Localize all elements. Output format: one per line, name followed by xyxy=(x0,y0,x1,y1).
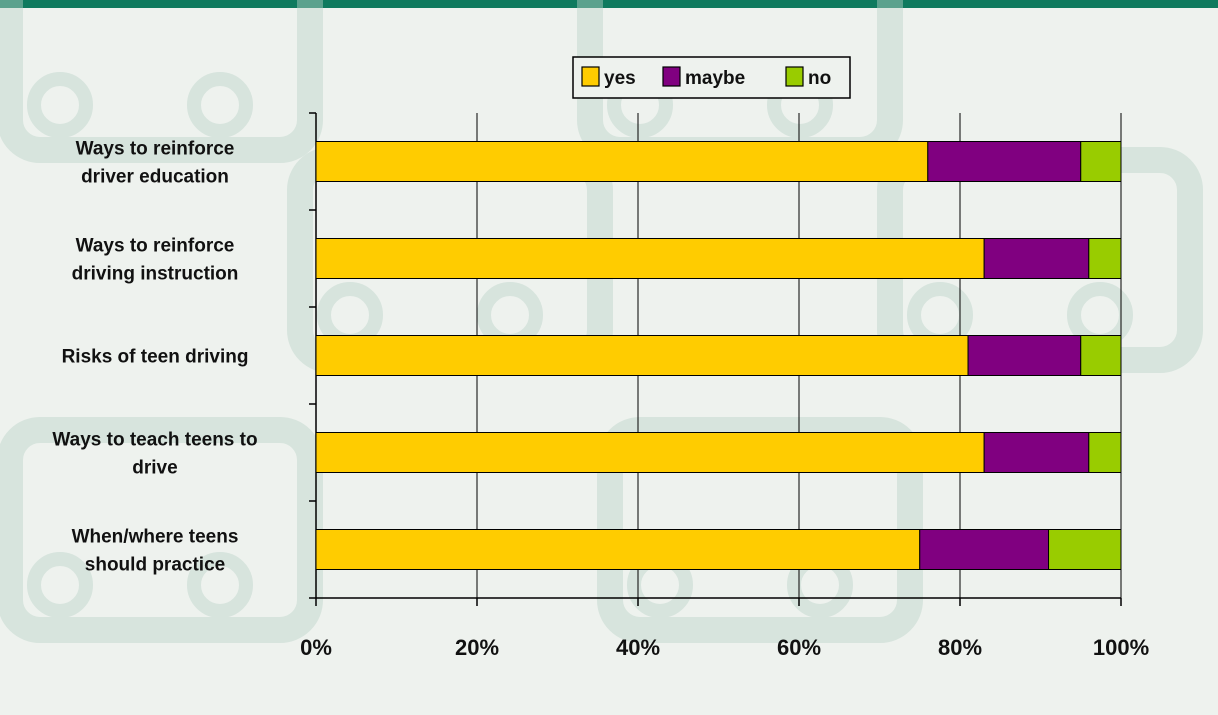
legend-label-yes: yes xyxy=(604,68,636,89)
x-tick-label: 40% xyxy=(616,635,660,660)
bar-segment-maybe xyxy=(967,335,1082,376)
category-labels: Ways to reinforce driver education Ways to… xyxy=(52,139,257,576)
legend-swatch-maybe xyxy=(662,66,681,87)
legend-label-maybe: maybe xyxy=(685,68,745,89)
bar-segment-yes xyxy=(315,141,929,182)
bar-segment-maybe xyxy=(927,141,1082,182)
bar-segment-yes xyxy=(315,432,985,473)
category-label: Ways to teach teens to drive xyxy=(52,430,257,479)
bar-segment-yes xyxy=(315,335,969,376)
legend-box xyxy=(572,56,851,99)
legend-label-no: no xyxy=(808,68,831,89)
x-tick-label: 80% xyxy=(938,635,982,660)
x-tick-label: 60% xyxy=(777,635,821,660)
category-label: Risks of teen driving xyxy=(62,347,249,368)
bar-segment-no xyxy=(1080,335,1122,376)
watermark-truck xyxy=(0,417,323,643)
bar-segment-maybe xyxy=(919,529,1050,570)
watermark-truck xyxy=(0,0,323,163)
x-axis-tick-labels: 0% 20% 40% 60% 80% 100% xyxy=(300,635,1149,660)
bar-segment-maybe xyxy=(983,432,1090,473)
bar-segment-no xyxy=(1088,432,1122,473)
bars xyxy=(315,141,1122,570)
bar-segment-no xyxy=(1080,141,1122,182)
x-tick-label: 0% xyxy=(300,635,332,660)
legend-swatch-no xyxy=(785,66,804,87)
bar-segment-yes xyxy=(315,238,985,279)
top-accent-bar xyxy=(0,0,1218,8)
x-tick-label: 100% xyxy=(1093,635,1149,660)
legend-swatch-yes xyxy=(581,66,600,87)
bar-segment-no xyxy=(1048,529,1122,570)
x-tick-label: 20% xyxy=(455,635,499,660)
legend: yes maybe no xyxy=(572,56,851,99)
category-label: When/where teens should practice xyxy=(72,527,239,576)
bar-segment-maybe xyxy=(983,238,1090,279)
bar-segment-no xyxy=(1088,238,1122,279)
category-label: Ways to reinforce driver education xyxy=(76,139,235,188)
bar-segment-yes xyxy=(315,529,921,570)
category-label: Ways to reinforce driving instruction xyxy=(72,236,239,285)
